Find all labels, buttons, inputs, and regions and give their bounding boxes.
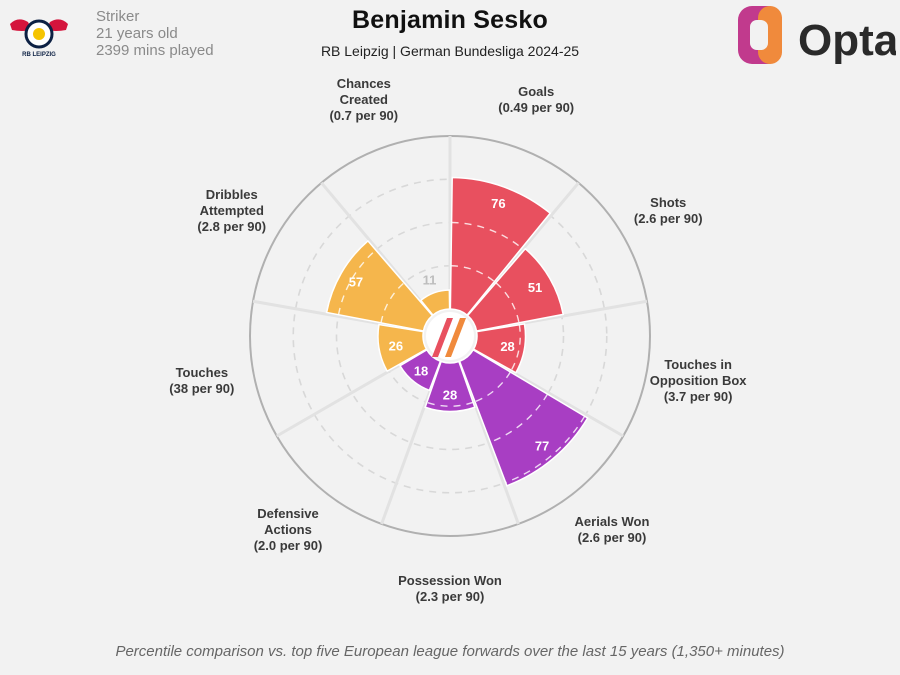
category-name: Possession Won <box>398 573 502 588</box>
category-name: Shots <box>650 195 686 210</box>
page-title: Benjamin Sesko <box>352 6 548 34</box>
category-name: Dribbles <box>206 187 258 202</box>
footnote: Percentile comparison vs. top five Europ… <box>115 643 785 660</box>
chart-grid <box>249 135 651 537</box>
category-per90: (0.49 per 90) <box>498 100 574 115</box>
chart-segments <box>325 176 589 487</box>
segment-guide <box>490 393 549 443</box>
brand-wordmark: Opta <box>798 16 896 65</box>
percentile-label: 11 <box>423 273 437 288</box>
category-name: Actions <box>264 522 312 537</box>
segment-guide <box>337 249 377 315</box>
category-per90: (2.6 per 90) <box>578 530 647 545</box>
category-name: Aerials Won <box>575 514 650 529</box>
segment-guide <box>450 265 495 283</box>
percentile-label: 28 <box>500 339 514 354</box>
category-per90: (2.8 per 90) <box>197 219 266 234</box>
segment-guide <box>510 324 521 371</box>
category-name: Created <box>340 92 388 107</box>
category-per90: (2.0 per 90) <box>254 538 323 553</box>
player-age: 21 years old <box>96 25 178 42</box>
grid-spoke <box>466 181 580 317</box>
segment-goals <box>449 176 552 317</box>
grid-spoke <box>276 348 428 438</box>
percentile-label: 76 <box>491 196 505 211</box>
category-name: Opposition Box <box>650 373 748 388</box>
rb-leipzig-crest-icon: RB LEIPZIG <box>10 19 68 58</box>
percentile-label: 57 <box>349 275 363 290</box>
segment-touches <box>377 323 428 373</box>
segment-guide <box>380 282 405 323</box>
percentile-label: 26 <box>389 339 403 354</box>
grid-spoke <box>252 299 424 333</box>
page-subtitle: RB Leipzig | German Bundesliga 2024-25 <box>320 43 580 59</box>
player-info: Striker 21 years old 2399 mins played <box>96 8 214 59</box>
segment-chances-created <box>419 289 451 317</box>
category-name: Goals <box>518 84 554 99</box>
segment-guide <box>426 401 474 407</box>
grid-spoke <box>320 181 434 317</box>
segment-shots <box>466 247 565 332</box>
grid-spoke <box>380 360 443 525</box>
svg-text:RB LEIPZIG: RB LEIPZIG <box>22 52 56 58</box>
segment-dribbles-attempted <box>325 239 434 332</box>
percentile-label: 18 <box>414 363 428 378</box>
segment-guide <box>474 371 511 403</box>
category-name: Touches <box>176 365 229 380</box>
percentile-label: 51 <box>528 280 542 295</box>
grid-spoke <box>457 360 520 525</box>
segment-aerials-won <box>458 348 589 487</box>
player-position: Striker <box>96 8 140 25</box>
category-name: Defensive <box>257 506 318 521</box>
category-per90: (2.6 per 90) <box>634 211 703 226</box>
title-block: Benjamin Sesko RB Leipzig | German Bunde… <box>0 6 900 59</box>
category-per90: (2.3 per 90) <box>416 589 485 604</box>
grid-ring <box>292 178 608 494</box>
category-per90: (3.7 per 90) <box>664 389 733 404</box>
segment-guide <box>451 221 523 249</box>
segment-touches-in-opposition-box <box>472 323 527 374</box>
category-per90: (38 per 90) <box>169 381 234 396</box>
percentile-label: 28 <box>443 387 457 402</box>
category-name: Chances <box>337 76 391 91</box>
segment-guide <box>495 282 520 323</box>
percentile-label: 77 <box>535 439 549 454</box>
segment-possession-won <box>424 360 476 413</box>
chart-overlay <box>337 221 586 484</box>
opta-center-mark-icon <box>426 312 474 360</box>
segment-guide <box>505 415 586 484</box>
grid-spoke <box>472 348 624 438</box>
opta-logo: Opta <box>738 6 896 65</box>
player-minutes: 2399 mins played <box>96 42 214 59</box>
segment-defensive-actions <box>399 348 442 392</box>
category-name: Touches in <box>664 357 732 372</box>
grid-spoke <box>476 299 648 333</box>
category-per90: (0.7 per 90) <box>329 108 398 123</box>
category-name: Attempted <box>200 203 264 218</box>
